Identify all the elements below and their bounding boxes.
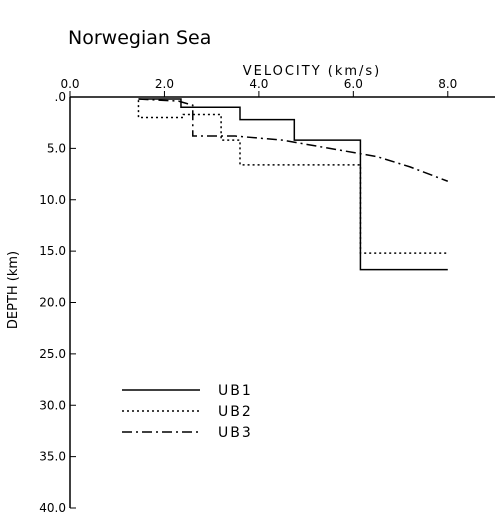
- chart-title: Norwegian Sea: [68, 27, 211, 49]
- x-tick-label: 8.0: [438, 77, 457, 91]
- y-tick-label: 10.0: [39, 193, 66, 207]
- y-tick-label: 15.0: [39, 244, 66, 258]
- y-tick-label: 5.0: [47, 141, 66, 155]
- legend-label: UB1: [218, 383, 253, 399]
- y-tick-label: 35.0: [39, 450, 66, 464]
- series-line: [138, 98, 448, 271]
- y-tick-label: 25.0: [39, 347, 66, 361]
- y-tick-label: .0: [55, 90, 66, 104]
- x-tick-label: 4.0: [249, 77, 268, 91]
- series-line: [137, 100, 448, 254]
- x-tick-label: 2.0: [155, 77, 174, 91]
- y-tick-label: 40.0: [39, 501, 66, 512]
- y-tick-label: 30.0: [39, 398, 66, 412]
- x-tick-label: 6.0: [344, 77, 363, 91]
- y-axis-label: DEPTH (km): [6, 251, 21, 329]
- x-tick-label: 0.0: [60, 77, 79, 91]
- y-tick-label: 20.0: [39, 296, 66, 310]
- legend-label: UB2: [218, 404, 253, 420]
- legend-label: UB3: [218, 425, 253, 441]
- series-line: [138, 98, 449, 182]
- x-axis-label: VELOCITY (km/s): [243, 64, 382, 79]
